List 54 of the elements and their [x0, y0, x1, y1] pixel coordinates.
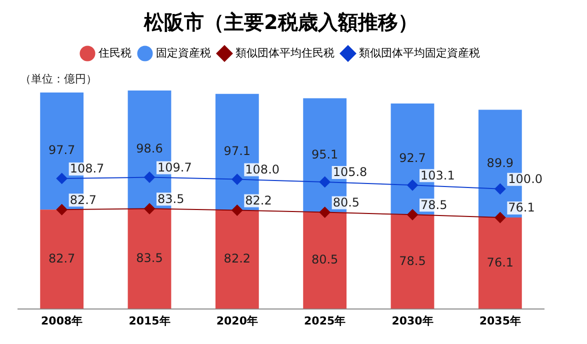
data-label: 82.2: [224, 252, 251, 266]
point: [56, 172, 68, 184]
data-label: 97.7: [48, 143, 76, 158]
point: [319, 206, 330, 218]
data-label: 76.1: [486, 255, 514, 270]
data-label: 108.0: [245, 162, 280, 176]
point: [494, 212, 506, 224]
point: [319, 176, 330, 188]
data-label: 105.8: [332, 165, 368, 180]
point: [144, 172, 155, 183]
data-label: 89.9: [486, 156, 514, 170]
x-tick-label: 2015年: [128, 314, 170, 328]
point: [232, 204, 243, 216]
data-label: 92.7: [399, 151, 426, 166]
data-label: 82.7: [70, 192, 97, 207]
data-label: 103.1: [420, 168, 455, 182]
data-label: 83.5: [158, 192, 184, 206]
bar: [390, 214, 434, 309]
data-label: 98.6: [136, 142, 163, 156]
data-label: 78.5: [420, 198, 448, 212]
x-tick-label: 2035年: [479, 314, 521, 328]
x-tick-label: 2030年: [392, 314, 434, 328]
bar: [303, 212, 347, 309]
bar: [40, 210, 84, 309]
data-label: 82.7: [48, 251, 76, 266]
legend-label: 住民税: [98, 46, 132, 60]
x-tick-label: 2020年: [216, 314, 258, 328]
bar: [478, 218, 522, 309]
annotation: （単位：億円）: [20, 72, 97, 86]
data-label: 78.5: [399, 254, 426, 268]
point: [407, 209, 418, 220]
x-tick-label: 2025年: [304, 314, 346, 328]
point: [494, 183, 506, 194]
bar: [128, 208, 172, 309]
data-label: 80.5: [332, 195, 360, 210]
text: 松阪市（主要2税歳入額推移）: [143, 10, 418, 34]
data-label: 83.5: [136, 250, 163, 265]
data-label: 109.7: [158, 160, 192, 174]
point: [144, 203, 155, 214]
point: [232, 174, 243, 185]
x-tick-label: 2008年: [41, 314, 83, 328]
legend-label: 固定資産税: [156, 46, 211, 60]
legend-label: 類似団体平均固定資産税: [359, 46, 480, 60]
point: [407, 180, 418, 191]
point: [56, 204, 68, 216]
data-label: 80.5: [311, 252, 338, 267]
legend-label: 類似団体平均住民税: [236, 46, 334, 60]
data-label: 76.1: [508, 200, 535, 215]
data-label: 95.1: [311, 147, 338, 162]
data-label: 108.7: [70, 162, 104, 176]
data-label: 100.0: [508, 172, 543, 186]
data-label: 97.1: [224, 144, 251, 158]
bar: [215, 210, 259, 309]
data-label: 82.2: [245, 193, 272, 208]
